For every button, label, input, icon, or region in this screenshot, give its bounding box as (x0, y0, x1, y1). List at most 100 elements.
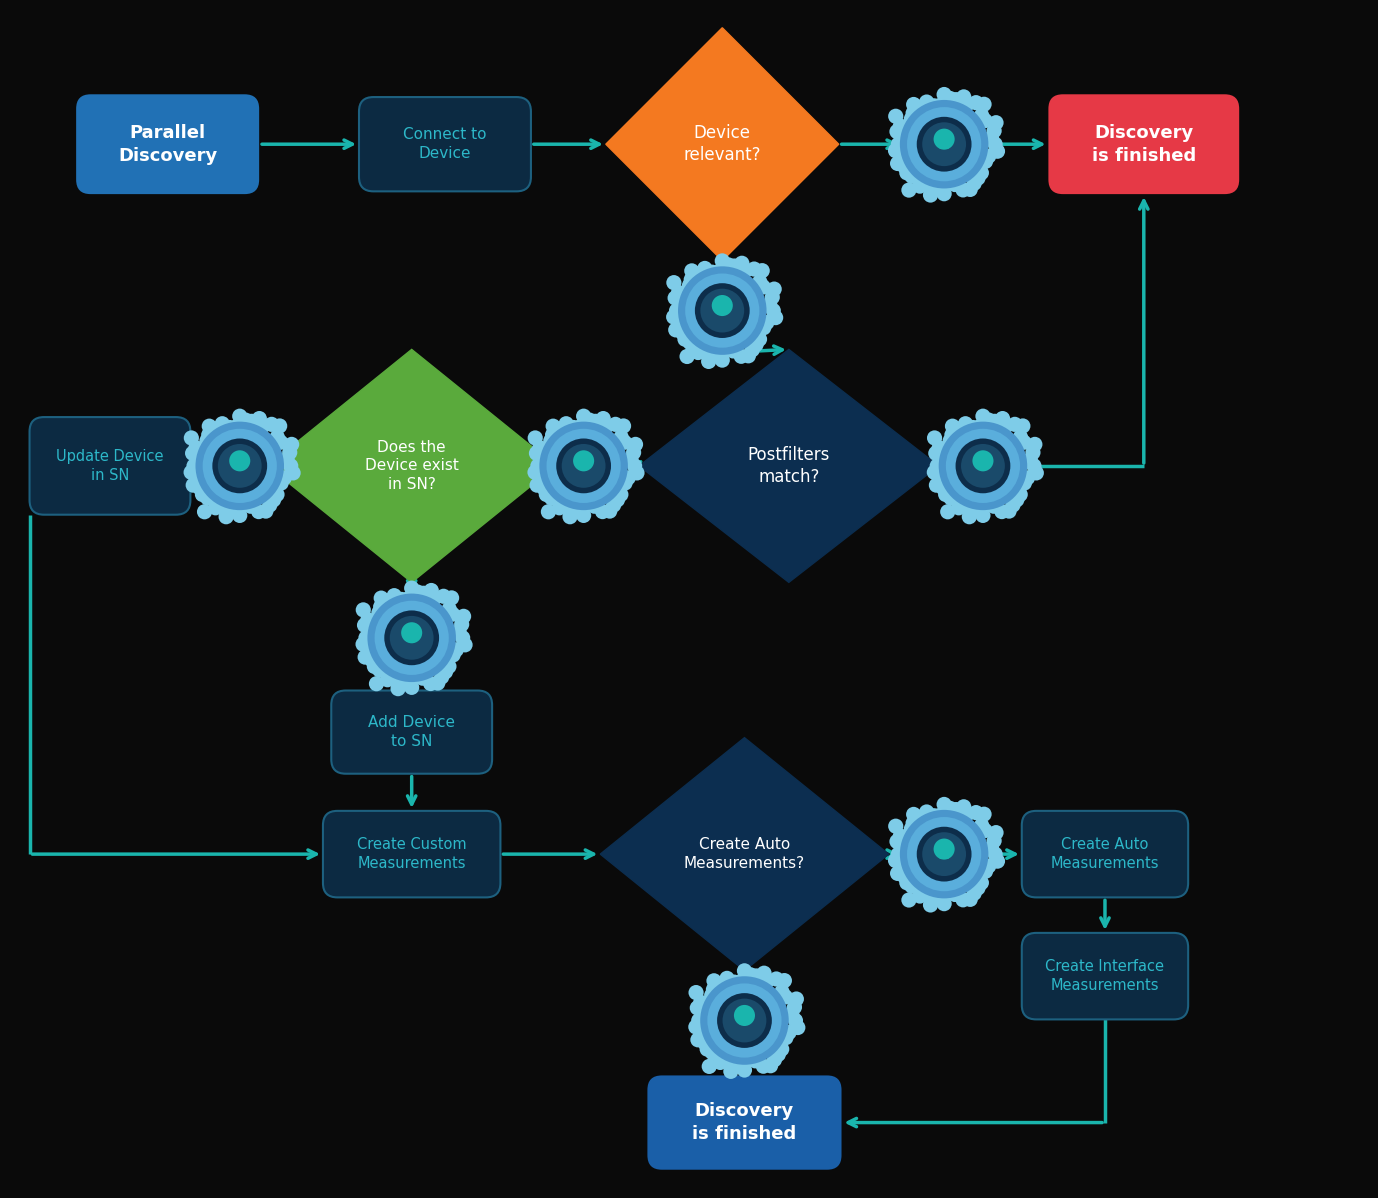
Circle shape (401, 622, 422, 643)
Circle shape (915, 99, 930, 114)
Circle shape (790, 1019, 805, 1035)
Circle shape (679, 349, 695, 364)
Circle shape (757, 966, 772, 981)
Circle shape (546, 428, 561, 442)
Circle shape (976, 508, 991, 524)
Circle shape (582, 496, 597, 512)
Circle shape (934, 453, 949, 468)
Circle shape (976, 409, 991, 424)
Circle shape (965, 420, 980, 435)
Circle shape (186, 478, 201, 492)
Circle shape (973, 450, 994, 471)
Circle shape (528, 465, 543, 480)
Circle shape (674, 314, 689, 329)
Circle shape (423, 583, 438, 598)
Text: No: No (977, 464, 989, 472)
Circle shape (227, 419, 243, 435)
Circle shape (984, 840, 999, 855)
Circle shape (557, 438, 610, 494)
FancyBboxPatch shape (360, 97, 531, 192)
Circle shape (602, 503, 617, 519)
Circle shape (907, 806, 922, 822)
Circle shape (696, 1024, 711, 1039)
Circle shape (192, 470, 207, 484)
Circle shape (620, 471, 635, 485)
Circle shape (200, 490, 215, 506)
Circle shape (185, 446, 200, 461)
Circle shape (943, 800, 958, 816)
Circle shape (627, 459, 642, 473)
Circle shape (277, 471, 292, 485)
Circle shape (989, 144, 1005, 159)
Circle shape (901, 893, 916, 908)
Circle shape (535, 470, 550, 484)
Circle shape (955, 893, 970, 907)
Circle shape (995, 411, 1010, 426)
Circle shape (218, 444, 262, 488)
Circle shape (900, 165, 915, 181)
Circle shape (192, 453, 207, 468)
Circle shape (529, 478, 544, 492)
Circle shape (944, 428, 959, 442)
Circle shape (1013, 486, 1028, 502)
Circle shape (755, 1059, 770, 1073)
Circle shape (587, 498, 602, 514)
Circle shape (945, 429, 1020, 503)
Circle shape (215, 416, 230, 431)
Circle shape (737, 963, 752, 979)
Circle shape (444, 591, 459, 605)
Circle shape (457, 637, 473, 653)
Circle shape (623, 452, 638, 467)
Circle shape (896, 147, 911, 163)
Circle shape (700, 1041, 715, 1057)
Circle shape (977, 113, 992, 128)
Circle shape (612, 479, 627, 494)
Circle shape (1027, 437, 1042, 452)
Circle shape (449, 642, 464, 658)
Circle shape (243, 498, 258, 514)
Circle shape (941, 885, 956, 900)
Circle shape (937, 896, 952, 912)
FancyBboxPatch shape (76, 95, 259, 194)
Circle shape (411, 585, 426, 600)
Circle shape (689, 985, 704, 1000)
Circle shape (566, 420, 582, 435)
Circle shape (536, 482, 551, 496)
Circle shape (270, 486, 285, 502)
Circle shape (690, 1033, 706, 1047)
Circle shape (887, 143, 903, 158)
Circle shape (674, 297, 689, 313)
Circle shape (719, 970, 734, 986)
Circle shape (255, 418, 270, 434)
Circle shape (251, 504, 266, 519)
Circle shape (423, 676, 438, 691)
Circle shape (715, 975, 730, 991)
Circle shape (936, 482, 951, 496)
Circle shape (922, 833, 966, 876)
Text: Create Auto
Measurements: Create Auto Measurements (1050, 837, 1159, 871)
Circle shape (362, 641, 378, 657)
Circle shape (901, 182, 916, 198)
Circle shape (932, 98, 947, 114)
Circle shape (784, 1006, 799, 1022)
Circle shape (762, 297, 777, 311)
Circle shape (722, 999, 766, 1042)
Circle shape (613, 486, 628, 502)
Circle shape (905, 816, 921, 830)
Circle shape (373, 591, 389, 606)
Circle shape (573, 450, 594, 471)
Circle shape (196, 422, 284, 510)
Circle shape (926, 809, 941, 823)
Circle shape (970, 419, 985, 435)
Circle shape (905, 105, 921, 121)
Circle shape (921, 176, 936, 192)
Circle shape (274, 476, 289, 491)
Circle shape (570, 501, 586, 515)
Circle shape (732, 974, 747, 990)
Circle shape (570, 419, 586, 435)
Circle shape (988, 847, 1003, 861)
Circle shape (951, 501, 966, 515)
Circle shape (912, 179, 927, 194)
Circle shape (987, 498, 1002, 514)
Circle shape (666, 309, 681, 325)
